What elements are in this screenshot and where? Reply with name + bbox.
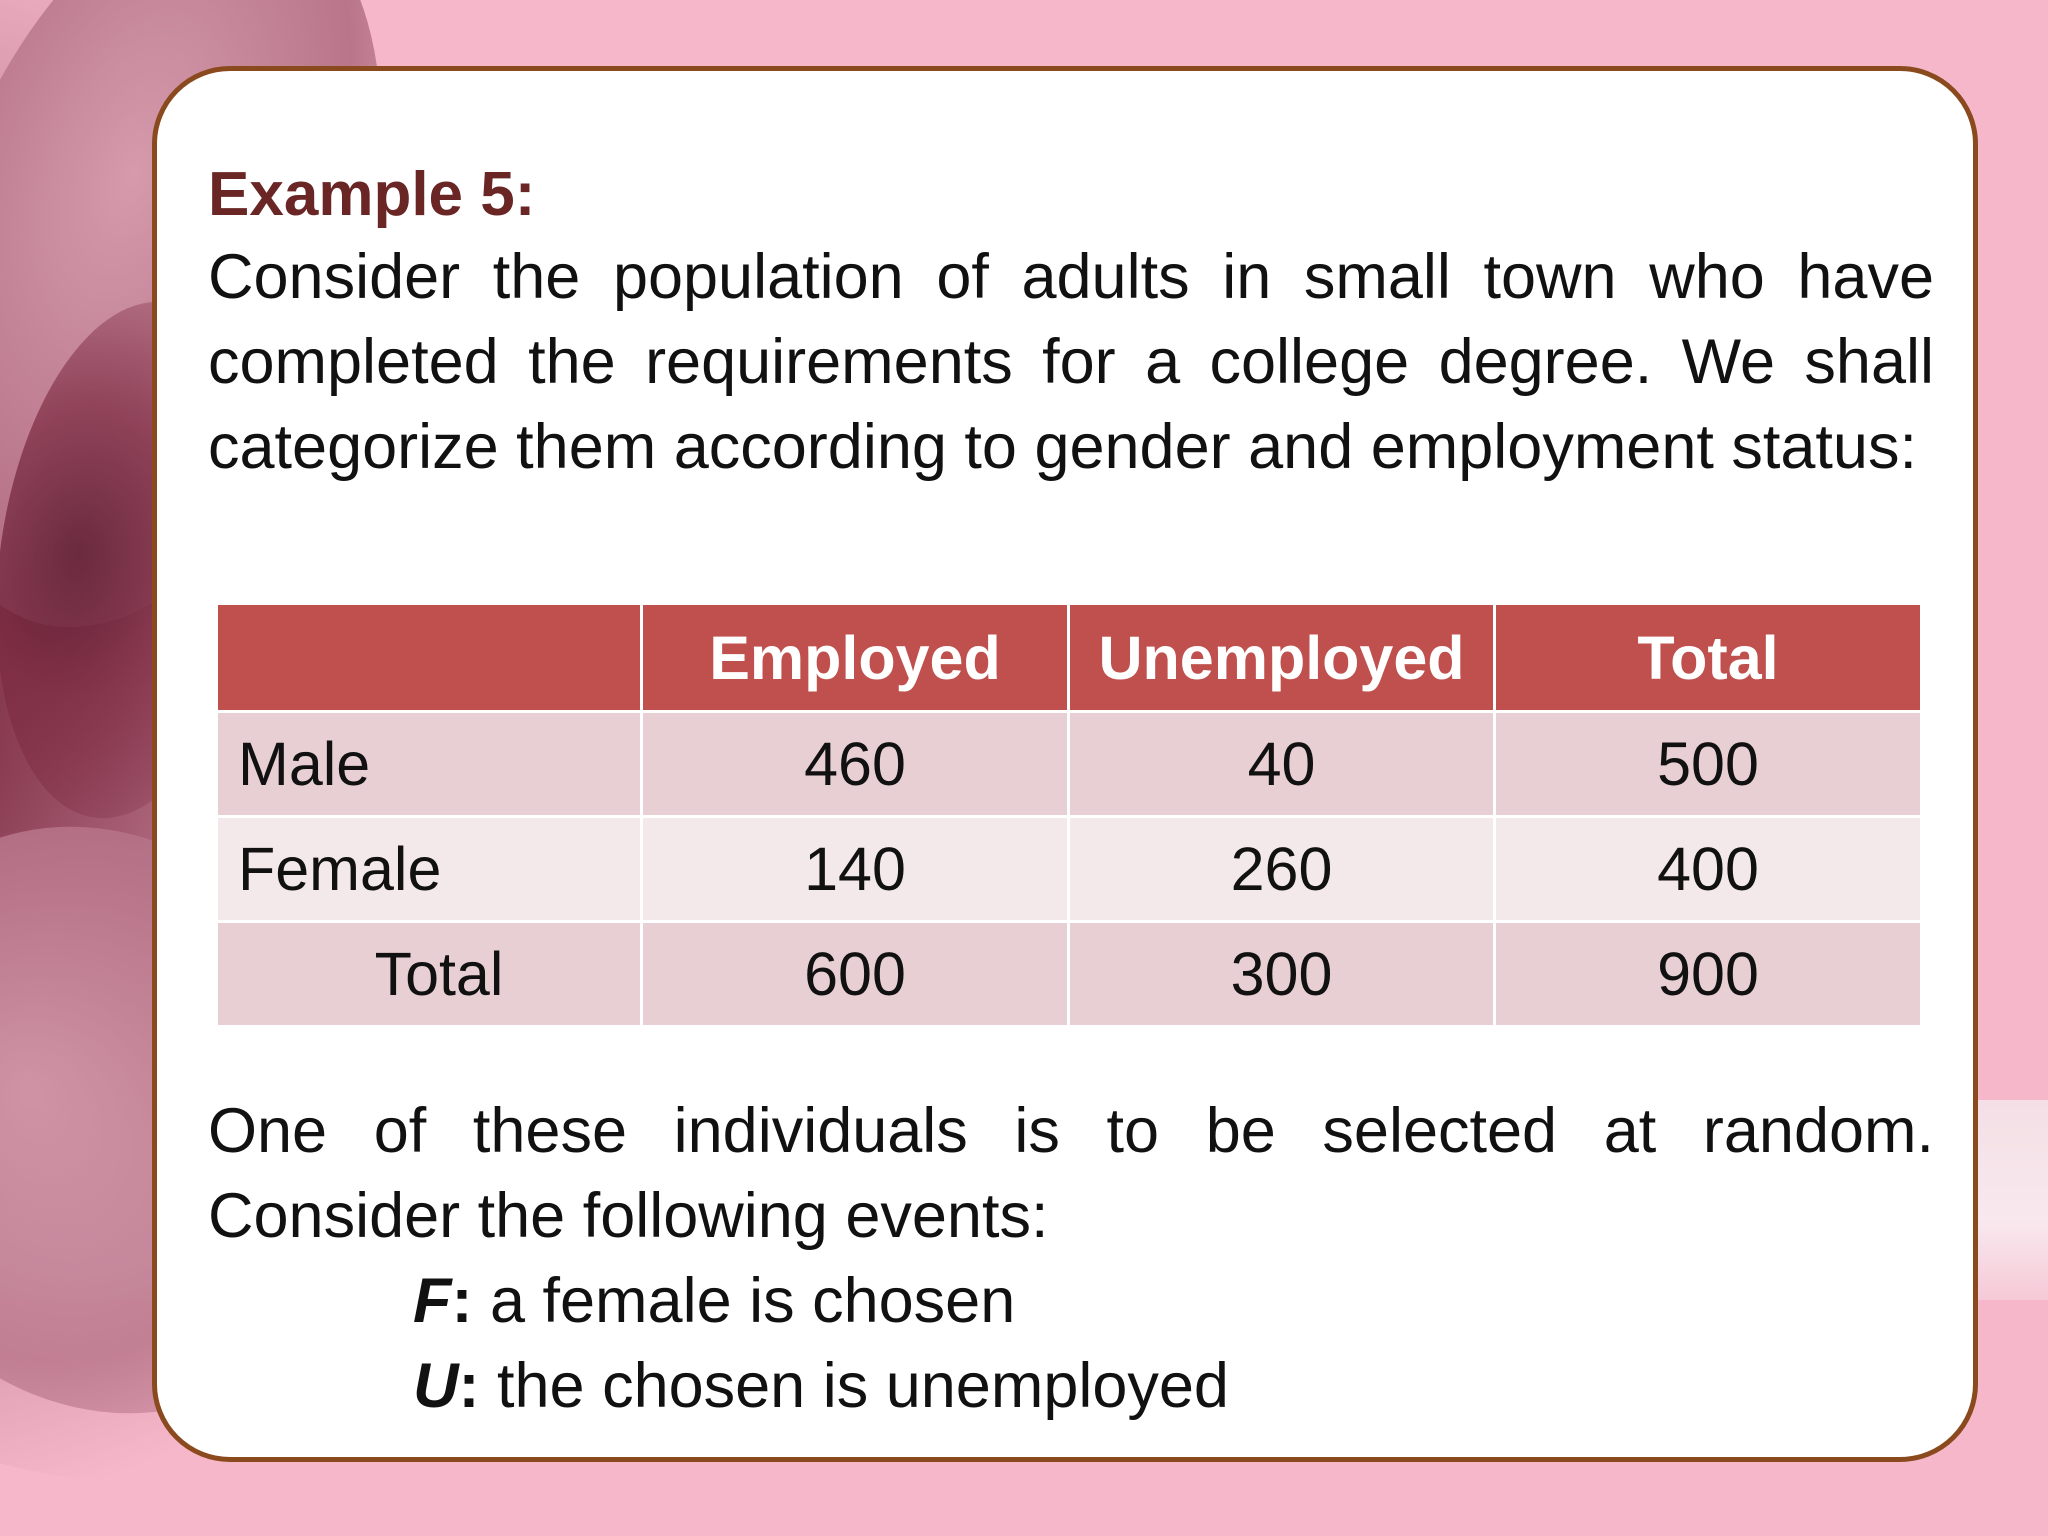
event-item: F: a female is chosen bbox=[413, 1259, 1934, 1344]
cell-total-unemployed: 300 bbox=[1067, 920, 1496, 1028]
row-label-female: Female bbox=[215, 815, 643, 923]
event-description: a female is chosen bbox=[472, 1266, 1016, 1336]
header-cell-total: Total bbox=[1493, 602, 1923, 713]
cell-total-total: 900 bbox=[1493, 920, 1923, 1028]
table-row: Total 600 300 900 bbox=[215, 920, 1923, 1028]
followup-paragraph: One of these individuals is to be select… bbox=[208, 1096, 1934, 1251]
cell-total-employed: 600 bbox=[640, 920, 1070, 1028]
example-heading: Example 5: bbox=[208, 160, 536, 229]
cell-male-employed: 460 bbox=[640, 710, 1070, 818]
event-description: the chosen is unemployed bbox=[479, 1351, 1229, 1421]
cell-male-total: 500 bbox=[1493, 710, 1923, 818]
row-label-total: Total bbox=[215, 920, 643, 1028]
cell-female-unemployed: 260 bbox=[1067, 815, 1496, 923]
contingency-table: Employed Unemployed Total Male 460 40 50… bbox=[215, 602, 1923, 1028]
cell-female-total: 400 bbox=[1493, 815, 1923, 923]
example-content: Example 5: Consider the population of ad… bbox=[208, 155, 1934, 490]
table-row: Female 140 260 400 bbox=[215, 815, 1923, 923]
event-symbol: F bbox=[413, 1266, 452, 1336]
cell-female-employed: 140 bbox=[640, 815, 1070, 923]
event-colon: : bbox=[451, 1266, 473, 1336]
header-cell-employed: Employed bbox=[640, 602, 1070, 713]
event-symbol: U bbox=[413, 1351, 459, 1421]
followup-content: One of these individuals is to be select… bbox=[208, 1089, 1934, 1429]
event-colon: : bbox=[458, 1351, 480, 1421]
row-label-male: Male bbox=[215, 710, 643, 818]
header-cell-unemployed: Unemployed bbox=[1067, 602, 1496, 713]
intro-paragraph: Consider the population of adults in sma… bbox=[208, 242, 1934, 482]
event-item: U: the chosen is unemployed bbox=[413, 1344, 1934, 1429]
header-cell-empty bbox=[215, 602, 643, 713]
cell-male-unemployed: 40 bbox=[1067, 710, 1496, 818]
slide-card: Example 5: Consider the population of ad… bbox=[152, 66, 1978, 1462]
table-row: Male 460 40 500 bbox=[215, 710, 1923, 818]
table-header-row: Employed Unemployed Total bbox=[215, 602, 1923, 713]
